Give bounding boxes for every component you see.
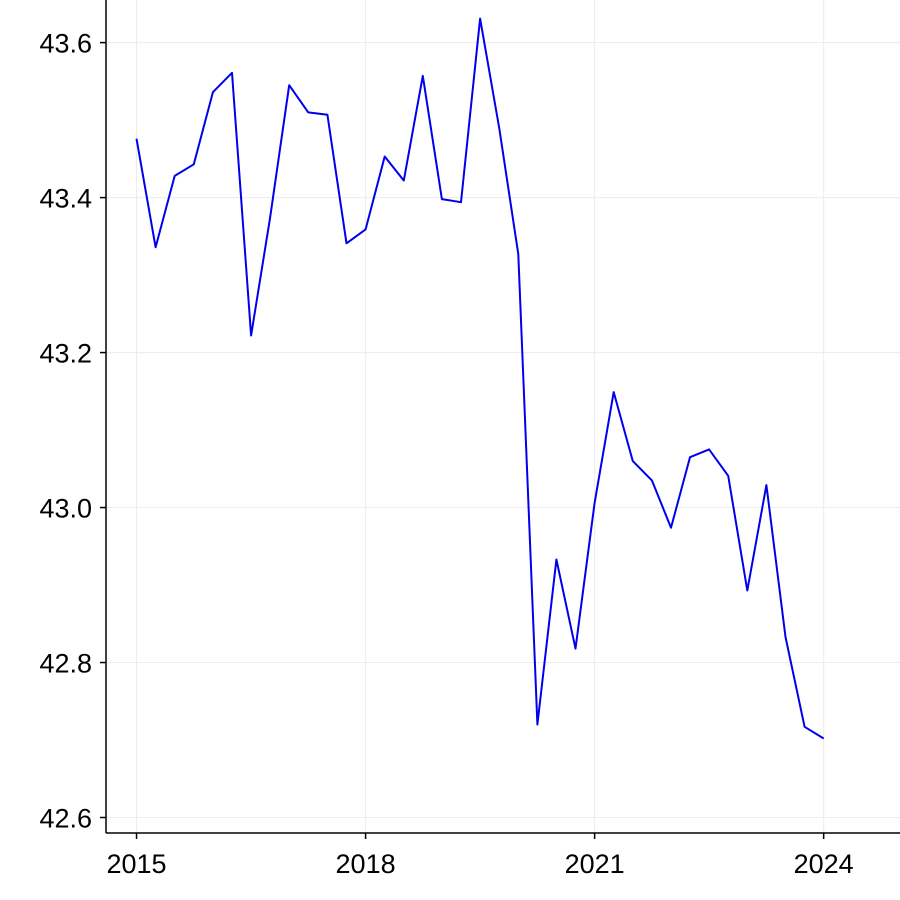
y-tick-label: 43.2	[39, 339, 92, 369]
y-tick-label: 43.6	[39, 29, 92, 59]
axes	[100, 0, 900, 839]
y-tick-label: 43.4	[39, 184, 92, 214]
x-tick-label: 2021	[565, 849, 625, 879]
x-tick-label: 2015	[106, 849, 166, 879]
series-line-0	[135, 17, 825, 740]
grid	[106, 0, 900, 833]
x-tick-label: 2018	[336, 849, 396, 879]
tick-labels: 42.6 42.8 43.0 43.2 43.4 43.6 2015 2018 2021 2024	[39, 29, 853, 879]
y-tick-label: 42.6	[39, 804, 92, 834]
y-tick-label: 43.0	[39, 494, 92, 524]
x-tick-label: 2024	[794, 849, 854, 879]
series	[135, 17, 825, 740]
y-tick-label: 42.8	[39, 649, 92, 679]
